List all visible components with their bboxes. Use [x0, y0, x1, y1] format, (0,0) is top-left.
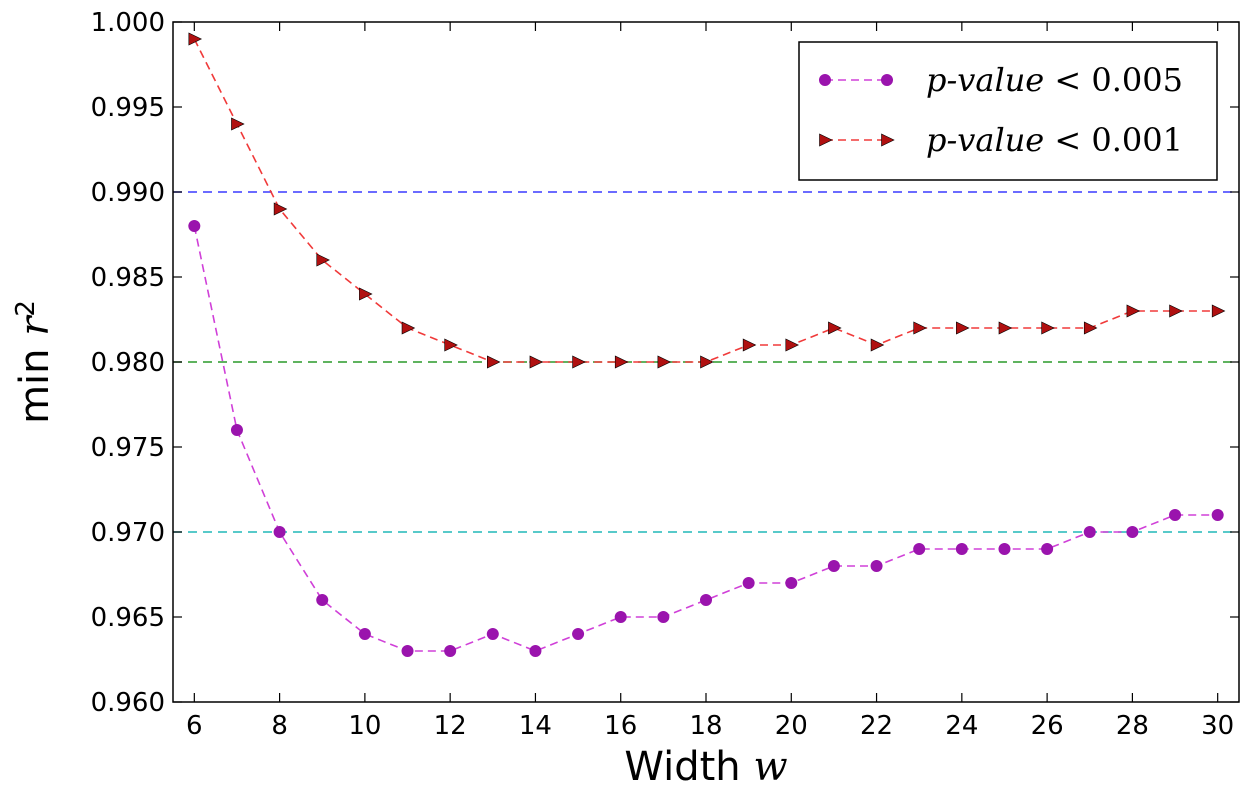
data-point	[742, 577, 755, 589]
legend: p-value < 0.005 p-value < 0.001	[798, 41, 1218, 181]
data-point	[1169, 509, 1182, 521]
data-point	[188, 220, 201, 232]
x-tick-label: 12	[434, 711, 467, 741]
data-point	[1083, 526, 1096, 538]
x-tick-label: 16	[604, 711, 637, 741]
legend-marker	[819, 74, 831, 86]
data-point	[572, 355, 586, 369]
data-point	[188, 32, 203, 46]
data-point	[913, 543, 926, 555]
y-tick-label: 0.990	[91, 178, 165, 208]
x-tick-label: 14	[519, 711, 552, 741]
y-tick-label: 0.970	[91, 518, 165, 548]
legend-label: p-value < 0.005	[926, 61, 1183, 99]
data-point	[1083, 321, 1098, 335]
data-point	[572, 628, 585, 640]
data-point	[444, 645, 457, 657]
data-point	[230, 424, 243, 436]
x-tick-label: 6	[186, 711, 203, 741]
y-tick-label: 0.980	[91, 348, 165, 378]
y-tick-label: 0.975	[91, 433, 165, 463]
data-point	[998, 543, 1011, 555]
data-point	[231, 117, 245, 131]
data-point	[529, 645, 542, 657]
legend-marker	[881, 133, 895, 147]
y-axis-label: min r2	[11, 300, 58, 424]
data-point	[316, 594, 329, 606]
data-point	[486, 355, 501, 369]
x-axis-label: Width w	[624, 744, 787, 789]
data-point	[1169, 304, 1183, 318]
data-point	[401, 321, 416, 335]
legend-marker	[819, 133, 833, 147]
data-point	[870, 560, 883, 572]
data-point	[998, 321, 1013, 335]
data-point	[316, 253, 330, 267]
data-point	[401, 645, 414, 657]
x-tick-label: 8	[271, 711, 288, 741]
legend-entry: p-value < 0.001	[819, 121, 1183, 159]
y-tick-label: 0.965	[91, 603, 165, 633]
data-point	[657, 355, 672, 369]
x-tick-label: 24	[945, 711, 978, 741]
data-point	[1126, 526, 1139, 538]
data-point	[657, 611, 670, 623]
series-layer	[188, 32, 1226, 657]
data-point	[1211, 304, 1226, 318]
data-point	[913, 321, 927, 335]
data-point	[955, 543, 968, 555]
data-point	[1126, 304, 1141, 318]
data-point	[700, 594, 712, 606]
data-point	[785, 338, 799, 352]
data-point	[614, 611, 627, 623]
legend-marker	[881, 74, 893, 86]
y-tick-label: 1.000	[91, 8, 165, 38]
series-1	[188, 220, 1224, 657]
data-point	[870, 338, 885, 352]
x-tick-label: 20	[775, 711, 808, 741]
axis-ticks: 6 8 10 12 14 16 18 20 22 24 26 28 30 0.960 0.965 0.970 0…	[91, 8, 1239, 741]
x-tick-label: 30	[1201, 711, 1234, 741]
y-tick-label: 0.995	[91, 93, 165, 123]
data-point	[742, 338, 757, 352]
x-tick-label: 10	[348, 711, 381, 741]
y-tick-label: 0.960	[91, 688, 165, 718]
data-point	[614, 355, 629, 369]
legend-label: p-value < 0.001	[926, 121, 1183, 159]
data-point	[1041, 321, 1055, 335]
data-point	[444, 338, 458, 352]
y-tick-label: 0.985	[91, 263, 165, 293]
data-point	[827, 560, 840, 572]
data-point	[486, 628, 499, 640]
x-tick-label: 22	[860, 711, 893, 741]
series-2	[188, 32, 1226, 369]
data-point	[828, 321, 842, 335]
x-tick-label: 18	[689, 711, 722, 741]
legend-box	[798, 41, 1218, 181]
data-point	[1041, 543, 1054, 555]
data-point	[273, 202, 288, 216]
data-point	[1211, 509, 1224, 521]
legend-entry: p-value < 0.005	[819, 61, 1183, 99]
data-point	[700, 355, 714, 369]
data-point	[273, 526, 286, 538]
data-point	[529, 355, 544, 369]
data-point	[785, 577, 798, 589]
series-line	[193, 225, 1218, 652]
data-point	[956, 321, 970, 335]
data-point	[359, 287, 373, 301]
x-tick-label: 26	[1031, 711, 1064, 741]
x-tick-label: 28	[1116, 711, 1149, 741]
data-point	[358, 628, 371, 640]
